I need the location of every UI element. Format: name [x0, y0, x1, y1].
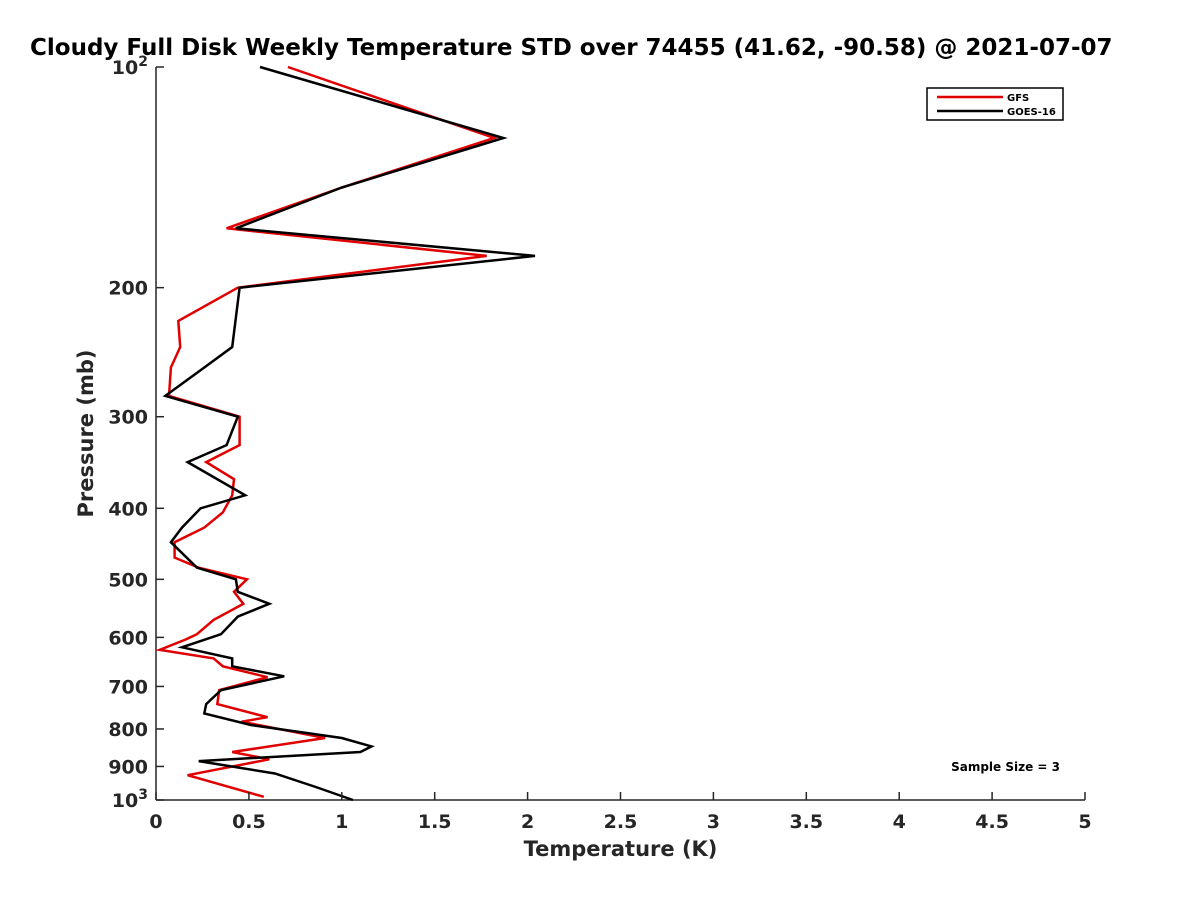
legend-label: GFS [1007, 93, 1029, 104]
y-tick-label: 103 [112, 787, 148, 812]
y-tick-label: 102 [112, 54, 148, 79]
x-tick-label: 4.5 [975, 811, 1009, 833]
legend-box [926, 87, 1064, 121]
x-tick-label: 2 [521, 811, 534, 833]
x-tick-label: 2.5 [604, 811, 638, 833]
y-tick-base: 10 [112, 790, 138, 812]
x-tick-label: 1.5 [418, 811, 452, 833]
series-layer [155, 65, 536, 802]
x-tick-label: 3 [707, 811, 720, 833]
y-tick-base: 10 [112, 57, 138, 79]
y-tick-label: 400 [108, 498, 148, 520]
y-tick-exponent: 3 [138, 787, 148, 803]
series-line-gfs [155, 65, 499, 799]
y-tick-label: 800 [108, 719, 148, 741]
x-axis-title: Temperature (K) [524, 837, 718, 861]
x-tick-label: 0 [149, 811, 162, 833]
legend-label: GOES-16 [1007, 107, 1056, 118]
legend: GFS GOES-16 [926, 87, 1064, 121]
series-line-goes-16 [162, 65, 536, 802]
x-tick-label: 1 [335, 811, 348, 833]
sample-size-annotation: Sample Size = 3 [951, 760, 1060, 774]
y-tick-label: 700 [108, 676, 148, 698]
x-tick-label: 0.5 [232, 811, 266, 833]
y-tick-label: 600 [108, 627, 148, 649]
y-tick-label: 200 [108, 278, 148, 300]
y-tick-label: 500 [108, 569, 148, 591]
chart-title: Cloudy Full Disk Weekly Temperature STD … [30, 35, 1113, 61]
y-axis-title: Pressure (mb) [74, 350, 98, 518]
plot-area: 0 0.5 1 1.5 2 2.5 3 3.5 4 4.5 5 102200300400500600… [108, 54, 1091, 833]
x-tick-label: 4 [893, 811, 906, 833]
x-tick-label: 3.5 [789, 811, 823, 833]
y-tick-label: 300 [108, 407, 148, 429]
y-tick-exponent: 2 [138, 54, 148, 70]
x-tick-label: 5 [1078, 811, 1091, 833]
y-tick-label: 900 [108, 756, 148, 778]
x-ticks: 0 0.5 1 1.5 2 2.5 3 3.5 4 4.5 5 [149, 792, 1092, 833]
